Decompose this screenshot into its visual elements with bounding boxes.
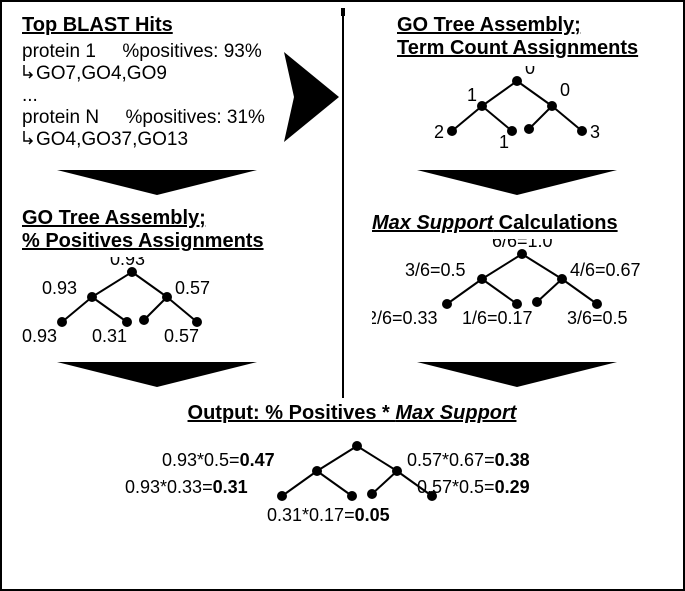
- svg-text:2/6=0.33: 2/6=0.33: [372, 308, 438, 328]
- svg-text:0: 0: [525, 66, 535, 78]
- svg-text:0.57: 0.57: [175, 278, 210, 298]
- panel4-title: Max Support Calculations: [372, 212, 682, 235]
- arrow-right-icon: [284, 52, 354, 142]
- tree-positives: 0.93 0.93 0.57 0.93 0.31 0.57: [22, 257, 252, 352]
- arrow-down-icon: [57, 170, 257, 200]
- panel-max-support: Max Support Calculations 6/6=1.0 3/6=0.5 4…: [372, 212, 682, 339]
- svg-text:2: 2: [434, 122, 444, 142]
- panel-term-count: GO Tree Assembly; Term Count Assignments…: [397, 14, 677, 166]
- pN-go: GO4,GO37,GO13: [36, 129, 188, 150]
- panel-positives: GO Tree Assembly; % Positives Assignment…: [22, 207, 322, 357]
- svg-text:0.57: 0.57: [164, 326, 199, 346]
- svg-text:0.93: 0.93: [42, 278, 77, 298]
- svg-text:4/6=0.67: 4/6=0.67: [570, 260, 641, 280]
- p1-go: GO7,GO4,GO9: [36, 63, 167, 84]
- tree-max-support: 6/6=1.0 3/6=0.5 4/6=0.67 2/6=0.33 1/6=0.17 3/…: [372, 239, 672, 334]
- figure-frame: Top BLAST Hits protein 1 %positives: 93%…: [0, 0, 685, 591]
- svg-text:3/6=0.5: 3/6=0.5: [567, 308, 628, 328]
- panel3-title-l2: % Positives Assignments: [22, 230, 322, 253]
- tree-term-count: 0 1 0 2 1 3: [427, 66, 627, 161]
- panel3-title-l1: GO Tree Assembly;: [22, 207, 322, 230]
- svg-text:1: 1: [467, 85, 477, 105]
- p1-pos: %positives: 93%: [122, 41, 261, 62]
- panel2-title-l1: GO Tree Assembly;: [397, 14, 677, 37]
- svg-text:0.57*0.67=0.38: 0.57*0.67=0.38: [407, 450, 530, 470]
- svg-text:0.93: 0.93: [110, 257, 145, 269]
- svg-text:0: 0: [560, 80, 570, 100]
- pN-label: protein N: [22, 107, 99, 128]
- panel-top-blast: Top BLAST Hits protein 1 %positives: 93%…: [22, 14, 322, 151]
- panel-output: Output: % Positives * Max Support 0.93*0…: [117, 402, 587, 536]
- arrow-down-icon: [57, 362, 257, 392]
- arrow-down-icon: [417, 170, 617, 200]
- panel1-title: Top BLAST Hits: [22, 14, 322, 37]
- svg-text:1: 1: [499, 132, 509, 152]
- tree-output: 0.93*0.5=0.47 0.57*0.67=0.38 0.93*0.33=0.3…: [117, 431, 587, 531]
- p1-label: protein 1: [22, 41, 96, 62]
- svg-text:0.93: 0.93: [22, 326, 57, 346]
- sub-arrow-icon: [22, 65, 34, 81]
- panel5-title: Output: % Positives * Max Support: [188, 402, 517, 425]
- pN-pos: %positives: 31%: [126, 107, 265, 128]
- svg-text:0.31*0.17=0.05: 0.31*0.17=0.05: [267, 505, 390, 525]
- svg-text:0.93*0.5=0.47: 0.93*0.5=0.47: [162, 450, 275, 470]
- svg-text:0.57*0.5=0.29: 0.57*0.5=0.29: [417, 477, 530, 497]
- sub-arrow-icon: [22, 131, 34, 147]
- arrow-down-icon: [417, 362, 617, 392]
- svg-text:3/6=0.5: 3/6=0.5: [405, 260, 466, 280]
- panel2-title-l2: Term Count Assignments: [397, 37, 677, 60]
- ellipsis: ...: [22, 85, 322, 107]
- svg-text:0.31: 0.31: [92, 326, 127, 346]
- svg-text:1/6=0.17: 1/6=0.17: [462, 308, 533, 328]
- svg-text:0.93*0.33=0.31: 0.93*0.33=0.31: [125, 477, 248, 497]
- svg-text:6/6=1.0: 6/6=1.0: [492, 239, 553, 251]
- svg-text:3: 3: [590, 122, 600, 142]
